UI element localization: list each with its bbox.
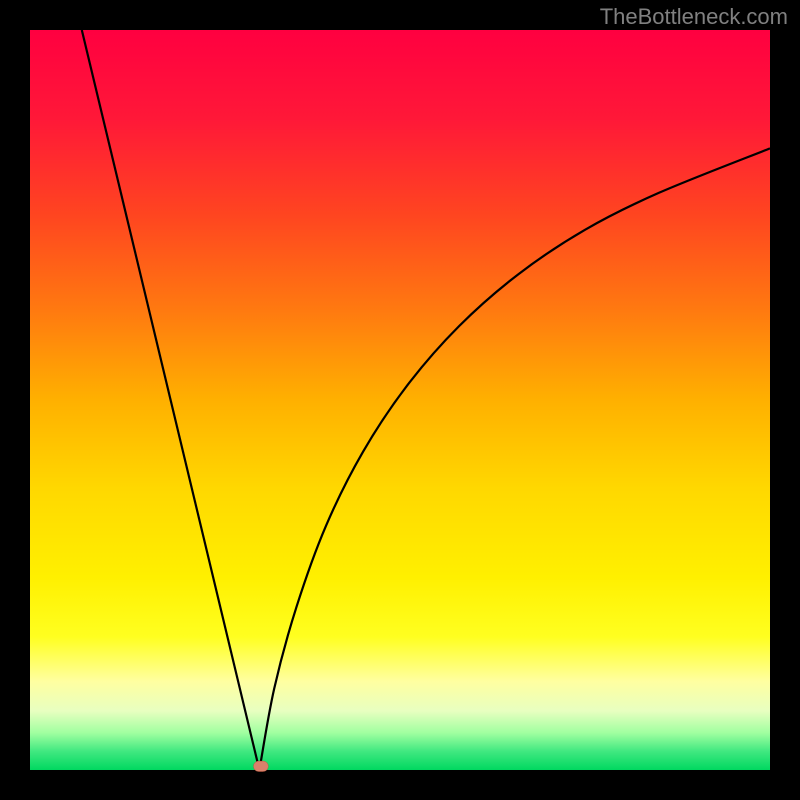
minimum-marker-dot	[253, 761, 268, 771]
bottleneck-chart	[0, 0, 800, 800]
chart-container: TheBottleneck.com	[0, 0, 800, 800]
plot-background	[30, 30, 770, 770]
watermark-text: TheBottleneck.com	[600, 4, 788, 30]
